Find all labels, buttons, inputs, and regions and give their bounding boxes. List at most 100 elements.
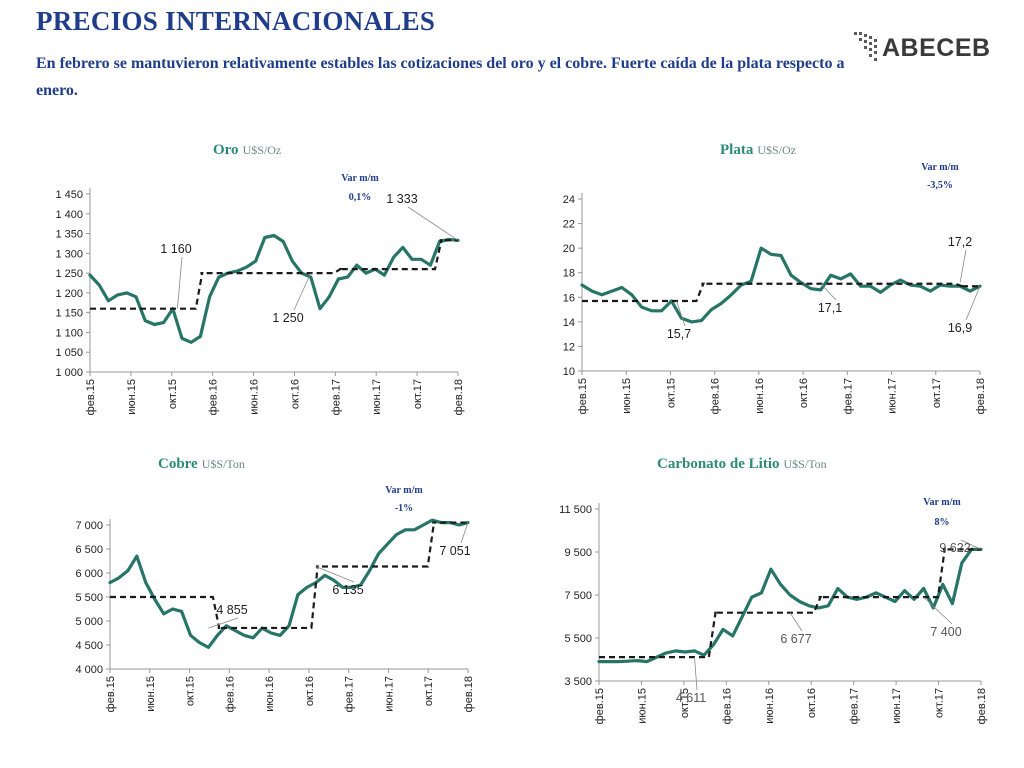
var-value: 8% [935, 517, 950, 528]
logo-map-icon [854, 32, 877, 61]
annotation-label: 1 250 [272, 311, 303, 325]
annotation-label: 6 135 [332, 583, 363, 597]
y-tick-label: 1 300 [55, 248, 83, 260]
x-tick-label: фев.18 [975, 378, 987, 414]
x-tick-label: фев.15 [85, 379, 97, 415]
x-tick-label: фев.18 [976, 688, 988, 724]
chart-title-oro: Oro U$S/Oz [213, 142, 281, 158]
y-tick-label: 10 [563, 366, 575, 378]
y-tick-label: 9 500 [564, 547, 592, 559]
y-tick-label: 5 500 [75, 592, 103, 604]
y-tick-label: 6 000 [75, 568, 103, 580]
x-tick-label: фев.15 [594, 688, 606, 724]
var-label: Var m/m [921, 162, 959, 173]
y-tick-label: 16 [563, 292, 575, 304]
chart-plata: Plata U$S/Oz Var m/m -3,5% 10 12 14 16 18 20 22 24 ф… [563, 142, 987, 414]
y-tick-label: 1 400 [55, 209, 83, 221]
x-tick-label: июн.15 [621, 378, 633, 414]
x-tick-label: окт.17 [934, 688, 946, 718]
annotation-leader [676, 300, 686, 327]
average-step-line [599, 548, 981, 659]
annotation-label: 15,7 [667, 327, 691, 341]
chart-unit: U$S/Ton [202, 457, 245, 471]
y-tick-label: 7 500 [564, 590, 592, 602]
var-label: Var m/m [341, 173, 379, 184]
x-tick-label: июн.16 [264, 676, 276, 712]
var-value: 0,1% [349, 192, 372, 203]
x-tick-label: окт.15 [679, 688, 691, 718]
x-tick-label: окт.16 [806, 688, 818, 718]
y-tick-label: 1 050 [55, 347, 83, 359]
annotation-leader [315, 566, 355, 583]
x-tick-label: фев.16 [224, 676, 236, 712]
annotation-leader [293, 272, 312, 311]
x-tick-label: окт.16 [304, 676, 316, 706]
y-tick-label: 7 000 [75, 520, 103, 532]
y-tick-label: 1 250 [55, 268, 83, 280]
abeceb-logo: ABECEB [852, 30, 992, 70]
average-step-line [110, 521, 468, 630]
annotation-label: 16,9 [948, 321, 972, 335]
y-tick-label: 24 [563, 194, 575, 206]
annotation-label: 4 855 [216, 603, 247, 617]
x-tick-label: июн.17 [891, 688, 903, 724]
annotation-label: 17,1 [818, 301, 842, 315]
y-tick-label: 14 [563, 317, 575, 329]
x-tick-label: окт.15 [167, 379, 179, 409]
x-tick-label: фев.18 [453, 379, 465, 415]
annotation-leader [460, 522, 469, 544]
y-tick-label: 5 500 [564, 633, 592, 645]
annotation-label: 1 160 [160, 242, 191, 256]
y-tick-label: 11 500 [559, 504, 592, 516]
y-tick-label: 1 000 [55, 367, 83, 379]
y-tick-label: 1 350 [55, 229, 83, 241]
x-tick-label: июн.17 [371, 379, 383, 415]
annotation-leader [694, 657, 698, 691]
x-tick-label: окт.17 [423, 676, 435, 706]
y-tick-label: 3 500 [564, 676, 592, 688]
annotation-leader [789, 612, 803, 632]
var-label: Var m/m [923, 497, 961, 508]
chart-title-plata: Plata U$S/Oz [720, 142, 796, 158]
annotation-label: 4 611 [676, 691, 706, 705]
x-tick-label: июн.15 [126, 379, 138, 415]
x-tick-label: фев.17 [344, 676, 356, 712]
y-tick-label: 6 500 [75, 544, 103, 556]
chart-title-litio: Carbonato de Litio U$S/Ton [657, 456, 827, 472]
y-tick-label: 4 500 [75, 640, 103, 652]
annotation-leader [208, 617, 239, 629]
annotation-leader [407, 206, 459, 241]
x-tick-label: фев.16 [710, 378, 722, 414]
x-tick-label: фев.17 [842, 378, 854, 414]
y-tick-label: 18 [563, 268, 575, 280]
price-series-line [580, 246, 982, 324]
annotation-leader [960, 539, 982, 550]
annotation-leader [959, 249, 967, 283]
x-tick-label: июн.15 [145, 676, 157, 712]
y-tick-label: 22 [563, 219, 575, 231]
price-series-line [108, 518, 470, 650]
y-tick-label: 4 000 [75, 664, 103, 676]
y-tick-label: 1 200 [55, 288, 83, 300]
chart-name: Oro [213, 142, 239, 158]
x-tick-label: фев.17 [330, 379, 342, 415]
y-tick-label: 1 450 [55, 189, 83, 201]
chart-name: Cobre [158, 456, 198, 472]
annotation-label: 6 677 [780, 632, 811, 646]
price-series-line [88, 233, 460, 344]
page-subtitle: En febrero se mantuvieron relativamente … [36, 55, 845, 99]
x-tick-label: окт.15 [185, 676, 197, 706]
annotation-label: 7 400 [930, 625, 961, 639]
annotation-leader [177, 256, 183, 309]
y-tick-label: 1 100 [55, 327, 83, 339]
x-tick-label: июн.16 [249, 379, 261, 415]
x-tick-label: фев.18 [463, 676, 475, 712]
annotation-label: 1 333 [386, 192, 417, 206]
annotation-leader [820, 283, 837, 301]
chart-name: Plata [720, 142, 754, 158]
x-tick-label: июн.15 [636, 688, 648, 724]
logo-text: ABECEB [882, 34, 991, 62]
var-value: -1% [395, 503, 413, 514]
average-step-line [582, 282, 980, 303]
